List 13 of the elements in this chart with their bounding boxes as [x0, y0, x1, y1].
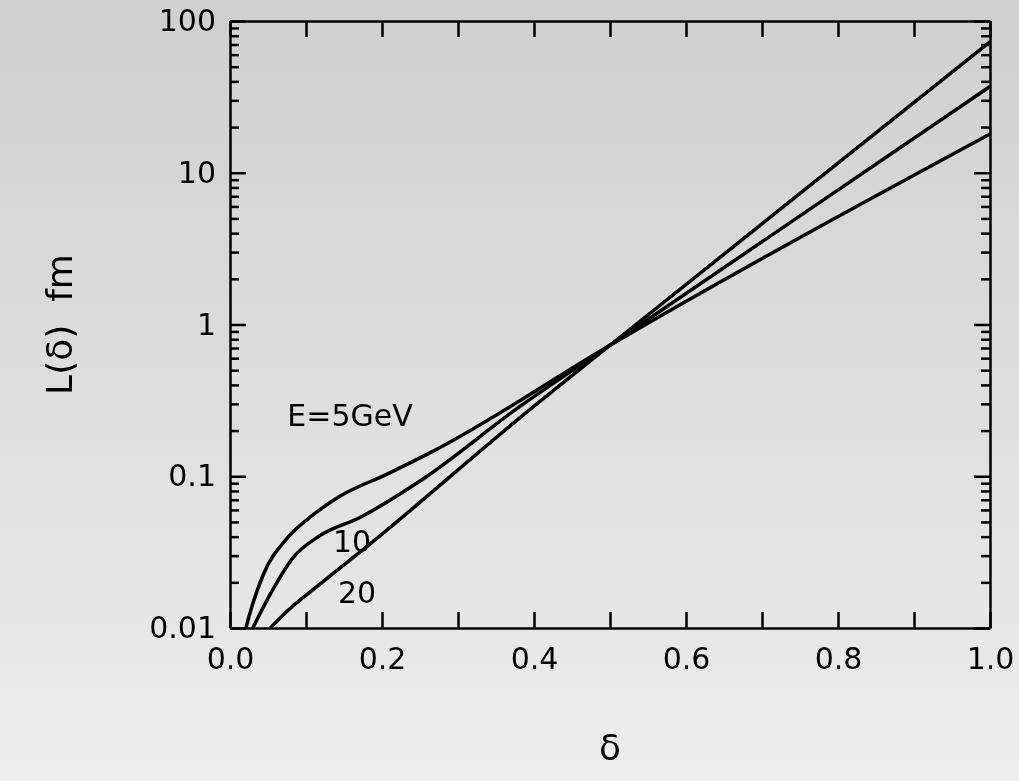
x-tick-label: 0.8 — [814, 641, 863, 677]
x-tick-label: 0.2 — [358, 641, 407, 677]
series-label: E=5GeV — [287, 397, 414, 433]
y-tick-label: 100 — [158, 3, 216, 39]
y-tick-label: 10 — [177, 154, 216, 190]
x-tick-label: 1.0 — [966, 641, 1015, 677]
y-tick-label: 0.1 — [168, 458, 216, 494]
x-tick-label: 0.4 — [510, 641, 559, 677]
y-axis-title: L(δ) fm — [39, 254, 80, 395]
series-label: 20 — [337, 574, 377, 610]
x-axis-title: δ — [598, 727, 622, 768]
y-tick-label: 1 — [196, 306, 216, 342]
x-tick-label: 0.6 — [662, 641, 711, 677]
